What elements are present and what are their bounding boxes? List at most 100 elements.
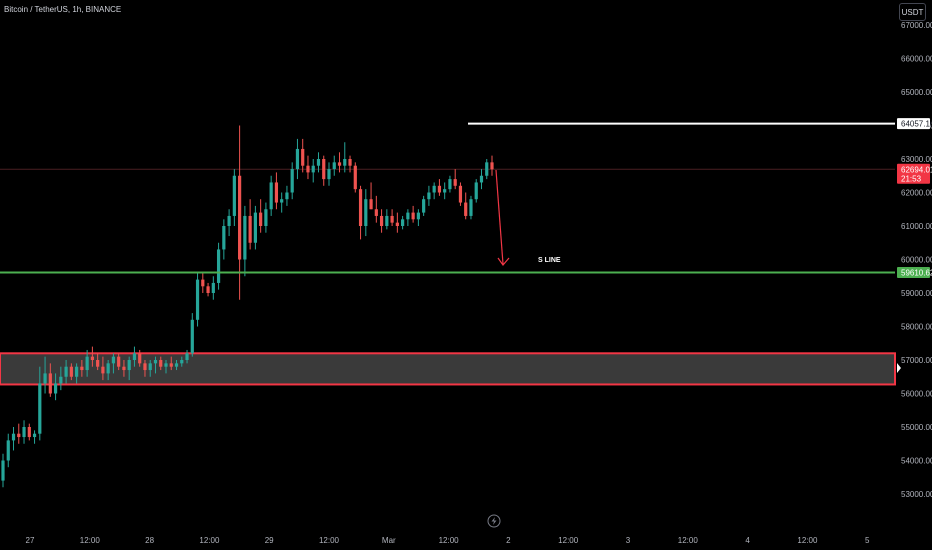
candle <box>259 199 263 233</box>
candle <box>48 363 52 397</box>
candle <box>185 349 189 364</box>
candle <box>253 205 257 250</box>
x-tick-label: 29 <box>265 536 274 545</box>
svg-text:64057.16: 64057.16 <box>901 120 932 129</box>
x-tick-label: 12:00 <box>797 536 818 545</box>
lightning-icon[interactable] <box>487 514 501 528</box>
candle <box>479 169 484 190</box>
candle <box>364 189 368 237</box>
x-tick-label: 28 <box>145 536 154 545</box>
candle <box>159 356 163 371</box>
x-tick-label: Mar <box>382 536 396 545</box>
candle <box>390 209 394 226</box>
x-tick-label: 27 <box>26 536 35 545</box>
x-tick-label: 3 <box>626 536 631 545</box>
svg-text:62694.01: 62694.01 <box>901 165 932 174</box>
s-line-annotation[interactable]: S LINE <box>538 257 561 264</box>
candle <box>269 175 273 216</box>
x-tick-label: 12:00 <box>678 536 699 545</box>
candle <box>322 155 326 186</box>
candle <box>32 430 37 444</box>
chevron-right-icon[interactable] <box>897 363 901 373</box>
candle <box>117 353 121 371</box>
x-tick-label: 12:00 <box>199 536 220 545</box>
candle <box>201 272 205 293</box>
candle <box>474 179 478 203</box>
candle <box>427 185 431 206</box>
candle <box>85 349 89 377</box>
y-tick-label: 57000.00 <box>901 356 932 365</box>
candle <box>416 209 420 226</box>
y-tick-label: 63000.00 <box>901 155 932 164</box>
y-tick-label: 56000.00 <box>901 390 932 399</box>
y-axis[interactable]: 53000.00 54000.00 55000.00 56000.00 57000.00… <box>901 21 932 499</box>
candle <box>337 152 342 173</box>
y-tick-label: 59000.00 <box>901 289 932 298</box>
candle <box>164 360 168 374</box>
candle <box>27 423 31 441</box>
candle <box>353 162 357 193</box>
y-tick-label: 54000.00 <box>901 457 932 466</box>
candle <box>127 356 131 381</box>
candles <box>1 125 494 488</box>
candle <box>395 212 399 233</box>
y-tick-label: 61000.00 <box>901 222 932 231</box>
candle <box>75 363 79 384</box>
candle <box>458 182 463 206</box>
x-tick-label: 12:00 <box>558 536 579 545</box>
candle <box>190 313 194 357</box>
candle <box>222 219 226 260</box>
candle <box>327 162 331 186</box>
candle <box>69 363 73 381</box>
candle <box>280 192 284 213</box>
candle <box>469 195 473 220</box>
candle <box>374 195 378 223</box>
candle <box>369 182 373 210</box>
candle <box>17 423 21 444</box>
candle <box>422 195 426 216</box>
candle <box>43 356 47 394</box>
candle <box>485 159 489 180</box>
candle <box>301 138 305 173</box>
candle <box>11 427 16 451</box>
candle <box>80 360 84 377</box>
x-tick-label: 12:00 <box>439 536 460 545</box>
candle <box>53 373 58 401</box>
candle <box>6 433 10 468</box>
candle <box>1 453 5 488</box>
candle <box>432 182 436 200</box>
candle <box>22 420 26 444</box>
candle <box>148 360 152 377</box>
candle <box>90 346 94 367</box>
candle <box>274 172 279 210</box>
y-tick-label: 60000.00 <box>901 256 932 265</box>
candle <box>490 155 494 176</box>
candle <box>206 282 210 297</box>
candle <box>401 215 405 230</box>
candle <box>153 356 158 374</box>
candle <box>332 155 336 176</box>
x-tick-label: 5 <box>865 536 870 545</box>
y-tick-label: 62000.00 <box>901 189 932 198</box>
candle <box>96 353 100 371</box>
candle <box>64 360 68 384</box>
candle <box>211 276 215 300</box>
candle <box>448 175 452 193</box>
candle <box>122 360 126 377</box>
candle <box>248 199 252 250</box>
x-tick-label: 4 <box>745 536 750 545</box>
resistance-price-badge: 64057.16 <box>897 118 932 130</box>
down-arrow[interactable] <box>495 169 510 266</box>
currency-button[interactable]: USDT <box>899 3 926 21</box>
candle <box>453 169 457 190</box>
candle <box>306 155 310 180</box>
candle <box>174 360 179 371</box>
candle <box>343 142 347 173</box>
candle <box>216 242 221 290</box>
candle <box>464 192 468 220</box>
candle <box>132 346 137 367</box>
candle <box>143 360 147 377</box>
x-tick-label: 12:00 <box>80 536 101 545</box>
x-axis[interactable]: 27 12:00 28 12:00 29 12:00 Mar 12:00 2 12:00 3 12:0… <box>26 536 870 545</box>
